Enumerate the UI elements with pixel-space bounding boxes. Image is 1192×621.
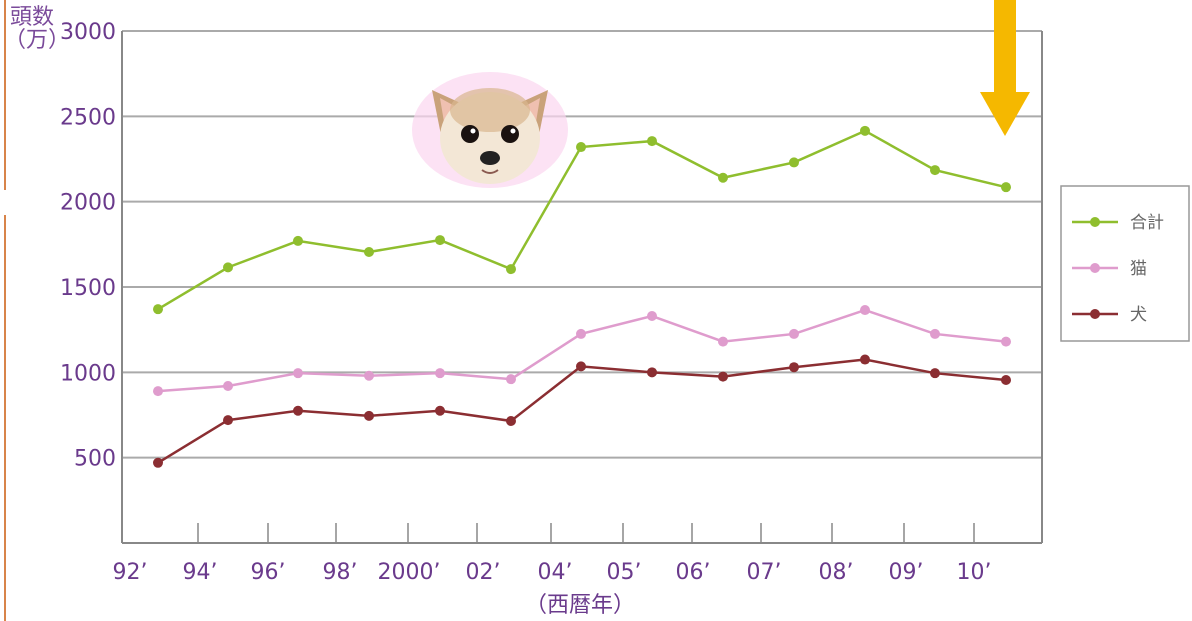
x-tick-label: 98’ [323, 560, 358, 585]
series-0-point [435, 235, 445, 246]
down-arrow-icon [980, 0, 1030, 136]
series-2-point [647, 367, 657, 378]
grid-lines [122, 30, 1042, 459]
series-2-point [293, 405, 303, 416]
series-2-point [576, 361, 586, 372]
x-tick-label: 06’ [676, 560, 711, 585]
x-tick-label: 07’ [747, 560, 782, 585]
x-tick-label: 92’ [113, 560, 148, 585]
x-tick-label: 08’ [819, 560, 854, 585]
series-0-point [506, 264, 516, 275]
legend-label: 猫 [1130, 259, 1147, 279]
series-line-0 [157, 129, 1007, 311]
series-1-point [789, 328, 799, 339]
x-axis-label: （西暦年） [525, 593, 635, 618]
left-edge-line [4, 0, 6, 190]
series-2-point [153, 457, 163, 468]
series-group [153, 125, 1011, 468]
series-1-point [293, 368, 303, 379]
series-2-point [223, 415, 233, 426]
series-0-point [789, 157, 799, 168]
series-0-point [930, 165, 940, 176]
x-tick-label: 05’ [607, 560, 642, 585]
series-0-point [647, 136, 657, 147]
x-tick-label: 96’ [251, 560, 286, 585]
series-0-point [223, 262, 233, 273]
series-1-point [1001, 336, 1011, 347]
legend-marker [1090, 309, 1100, 319]
series-1-point [223, 380, 233, 391]
legend-label: 犬 [1130, 305, 1147, 325]
series-0-point [860, 125, 870, 136]
y-tick-label: 500 [74, 447, 116, 472]
x-tick-label: 10’ [957, 560, 992, 585]
x-tick-label: 02’ [466, 560, 501, 585]
series-1-point [647, 311, 657, 322]
series-1-point [153, 386, 163, 397]
series-1-point [930, 328, 940, 339]
x-tick-label: 09’ [889, 560, 924, 585]
series-2-point [718, 371, 728, 382]
series-1-point [718, 336, 728, 347]
legend-box [1060, 185, 1190, 342]
tick-labels: 500 1000 1500 2000 2500 3000 92’ 94’ 96’ 98’ 2000’… [60, 20, 992, 585]
series-2-point [435, 405, 445, 416]
series-0-point [718, 172, 728, 183]
y-tick-label: 3000 [60, 20, 116, 45]
series-2-point [789, 362, 799, 373]
legend-label: 合計 [1130, 213, 1164, 233]
series-1-point [435, 368, 445, 379]
series-1-point [506, 374, 516, 385]
legend-marker [1090, 217, 1100, 227]
series-1-point [576, 328, 586, 339]
x-tick-label: 2000’ [378, 560, 441, 585]
chihuahua-head-icon [412, 72, 568, 188]
y-tick-label: 1000 [60, 361, 116, 386]
series-line-1 [157, 308, 1007, 393]
series-0-point [364, 247, 374, 258]
series-2-point [506, 415, 516, 426]
series-0-point [293, 235, 303, 246]
series-0-point [153, 304, 163, 315]
legend-marker [1090, 263, 1100, 273]
x-tick-label: 04’ [538, 560, 573, 585]
y-tick-label: 1500 [60, 276, 116, 301]
x-tick-label: 94’ [183, 560, 218, 585]
left-edge-line-lower [4, 215, 6, 621]
y-tick-label: 2000 [60, 191, 116, 216]
series-2-point [930, 368, 940, 379]
series-2-point [860, 354, 870, 365]
axes [121, 31, 1043, 544]
series-1-point [364, 370, 374, 381]
series-0-point [1001, 182, 1011, 193]
series-0-point [576, 142, 586, 153]
series-1-point [860, 305, 870, 316]
y-tick-label: 2500 [60, 105, 116, 130]
series-2-point [364, 410, 374, 421]
y-axis-label: 頭数（万） [4, 5, 71, 54]
series-2-point [1001, 375, 1011, 386]
